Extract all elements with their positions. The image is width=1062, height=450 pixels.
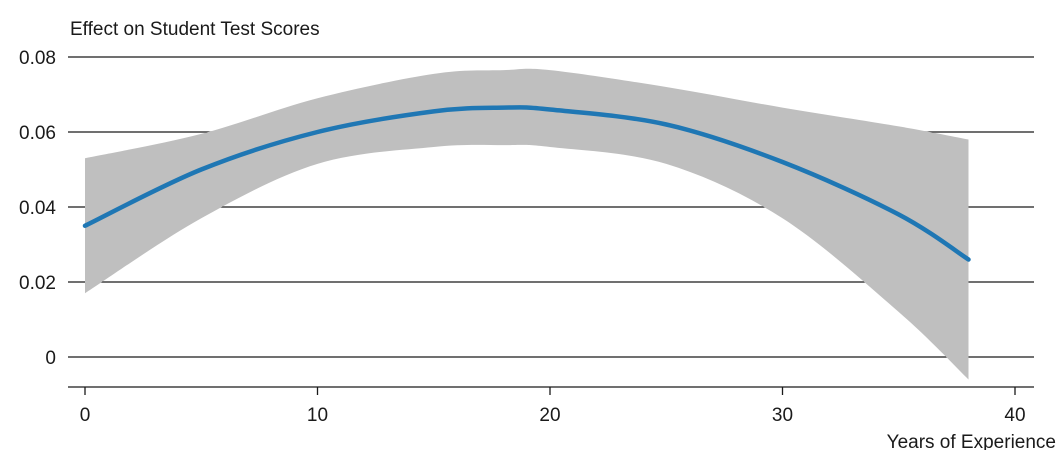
confidence-band-area: [85, 68, 969, 380]
x-tick-label: 10: [307, 405, 328, 426]
y-tick-label: 0.06: [19, 123, 56, 144]
x-tick-label: 30: [772, 405, 793, 426]
x-tick-label: 40: [1004, 405, 1025, 426]
effect-curve: [82, 105, 971, 262]
y-tick-label: 0: [45, 348, 56, 369]
y-tick-label: 0.04: [19, 198, 56, 219]
y-tick-label: 0.08: [19, 48, 56, 69]
y-tick-labels: 0 0.02 0.04 0.06 0.08: [19, 48, 56, 369]
x-tick-label: 20: [539, 405, 560, 426]
y-axis-title: Effect on Student Test Scores: [70, 19, 320, 40]
effect-line: [82, 105, 971, 262]
x-axis: 0 10 20 30 40: [68, 386, 1034, 426]
x-tick-label: 0: [80, 405, 91, 426]
y-tick-label: 0.02: [19, 273, 56, 294]
confidence-band: [85, 68, 969, 380]
x-axis-title: Years of Experience: [887, 432, 1056, 450]
